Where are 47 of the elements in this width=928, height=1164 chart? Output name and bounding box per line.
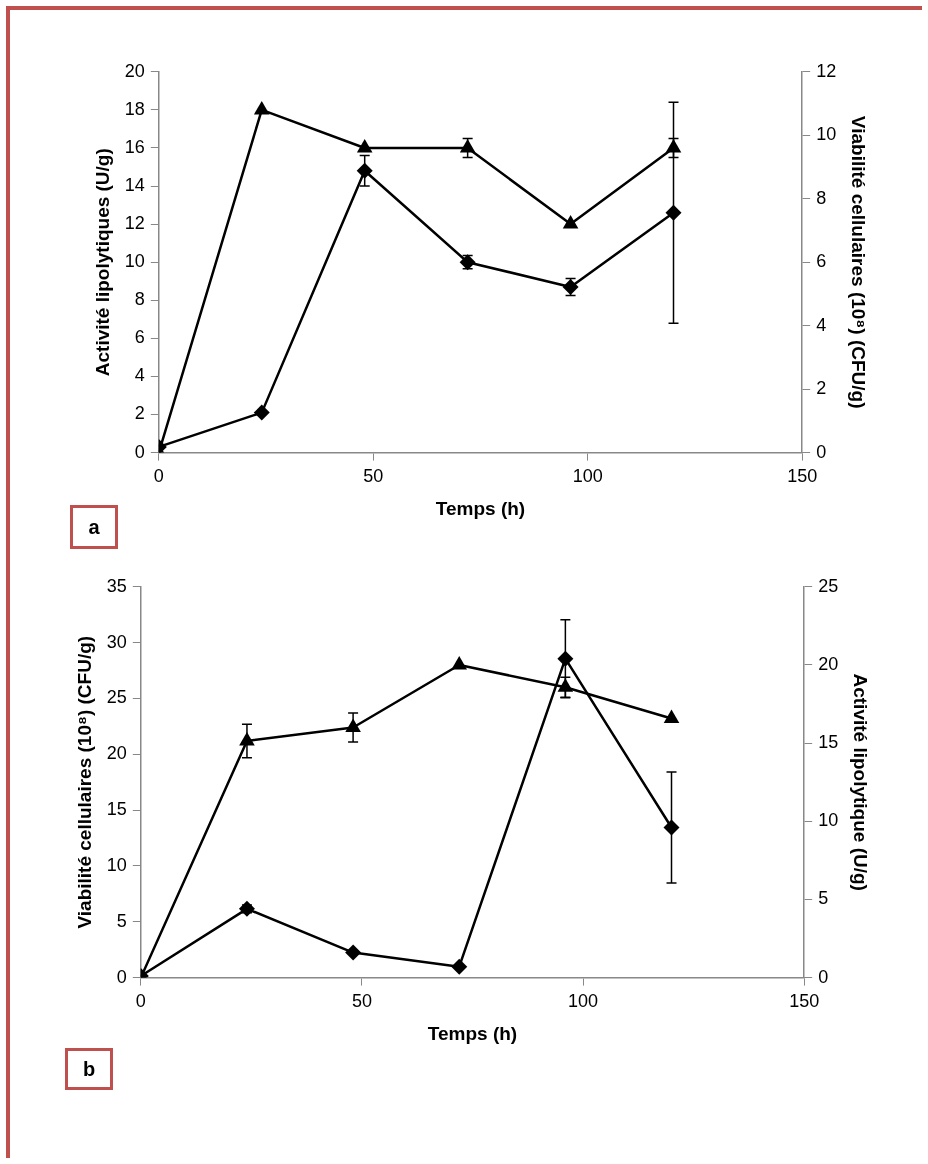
x-tick-label: 50 — [363, 466, 384, 487]
y-axis-title: Activité lipolytiques (U/g) — [91, 148, 113, 377]
text: b — [65, 1048, 113, 1090]
y-tick-label: 2 — [134, 403, 145, 424]
y-axis-title: Viabilité cellulaires (10⁸) (CFU/g) — [73, 635, 95, 929]
y-tick-label: 20 — [124, 60, 145, 81]
x-tick-label: 0 — [153, 466, 164, 487]
x-tick-label: 150 — [787, 466, 818, 487]
y2-tick-label: 0 — [816, 441, 827, 462]
x-axis-title: Temps (h) — [427, 1022, 518, 1044]
y-tick-label: 14 — [124, 175, 145, 196]
y-tick-label: 15 — [106, 799, 127, 820]
y-tick-label: 4 — [134, 365, 145, 386]
y-tick-label: 10 — [124, 251, 145, 272]
y-tick-label: 20 — [106, 743, 127, 764]
y2-axis-title: Activité lipolytique (U/g) — [850, 673, 872, 891]
y-tick-label: 5 — [116, 910, 127, 931]
y-tick-label: 30 — [106, 631, 127, 652]
x-axis-title: Temps (h) — [435, 497, 526, 519]
x-tick-label: 50 — [351, 991, 372, 1012]
y2-tick-label: 5 — [818, 888, 829, 909]
y-tick-label: 8 — [134, 289, 145, 310]
y-tick-label: 35 — [106, 575, 127, 596]
x-tick-label: 100 — [568, 991, 599, 1012]
y2-tick-label: 25 — [818, 575, 839, 596]
text: a — [70, 505, 118, 549]
y2-axis-title: Viabilité cellulaires (10⁸) (CFU/g) — [848, 115, 870, 409]
y-tick-label: 16 — [124, 136, 145, 157]
y-tick-label: 6 — [134, 327, 145, 348]
x-tick-label: 100 — [572, 466, 603, 487]
y-tick-label: 12 — [124, 213, 145, 234]
y-tick-label: 10 — [106, 854, 127, 875]
x-tick-label: 150 — [789, 991, 820, 1012]
y2-tick-label: 12 — [816, 60, 837, 81]
y2-tick-label: 8 — [816, 187, 827, 208]
y2-tick-label: 0 — [818, 966, 829, 987]
y2-tick-label: 2 — [816, 378, 827, 399]
y2-tick-label: 15 — [818, 732, 839, 753]
y-tick-label: 18 — [124, 98, 145, 119]
y-tick-label: 0 — [134, 441, 145, 462]
y2-tick-label: 10 — [818, 810, 839, 831]
y-tick-label: 25 — [106, 687, 127, 708]
y-tick-label: 0 — [116, 966, 127, 987]
y2-tick-label: 10 — [816, 124, 837, 145]
y2-tick-label: 4 — [816, 314, 827, 335]
y2-tick-label: 6 — [816, 251, 827, 272]
y2-tick-label: 20 — [818, 653, 839, 674]
